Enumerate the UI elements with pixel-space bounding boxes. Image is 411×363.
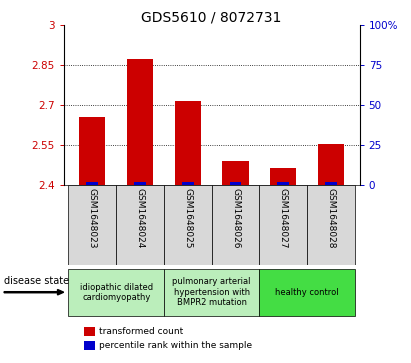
Bar [259,185,307,265]
Bar [318,144,344,185]
Bar [175,101,201,185]
Bar [134,182,146,185]
Bar [86,182,98,185]
Bar [164,185,212,265]
Bar [69,185,116,265]
Bar [222,161,249,185]
Text: transformed count: transformed count [99,327,183,336]
Bar [212,185,259,265]
Bar [127,59,153,185]
Text: GSM1648028: GSM1648028 [326,188,335,249]
Bar [182,182,194,185]
Bar [307,185,355,265]
Text: GSM1648026: GSM1648026 [231,188,240,249]
Bar [230,182,242,185]
Bar [277,182,289,185]
Text: GSM1648025: GSM1648025 [183,188,192,249]
Text: GSM1648027: GSM1648027 [279,188,288,249]
Title: GDS5610 / 8072731: GDS5610 / 8072731 [141,10,282,24]
Text: percentile rank within the sample: percentile rank within the sample [99,342,252,350]
Bar [79,117,106,185]
Text: idiopathic dilated
cardiomyopathy: idiopathic dilated cardiomyopathy [80,282,153,302]
Text: GSM1648023: GSM1648023 [88,188,97,249]
Bar [116,185,164,265]
Text: GSM1648024: GSM1648024 [136,188,145,249]
Text: healthy control: healthy control [275,288,339,297]
Bar [325,182,337,185]
Text: disease state: disease state [4,276,69,286]
Bar [270,168,296,185]
Text: pulmonary arterial
hypertension with
BMPR2 mutation: pulmonary arterial hypertension with BMP… [173,277,251,307]
